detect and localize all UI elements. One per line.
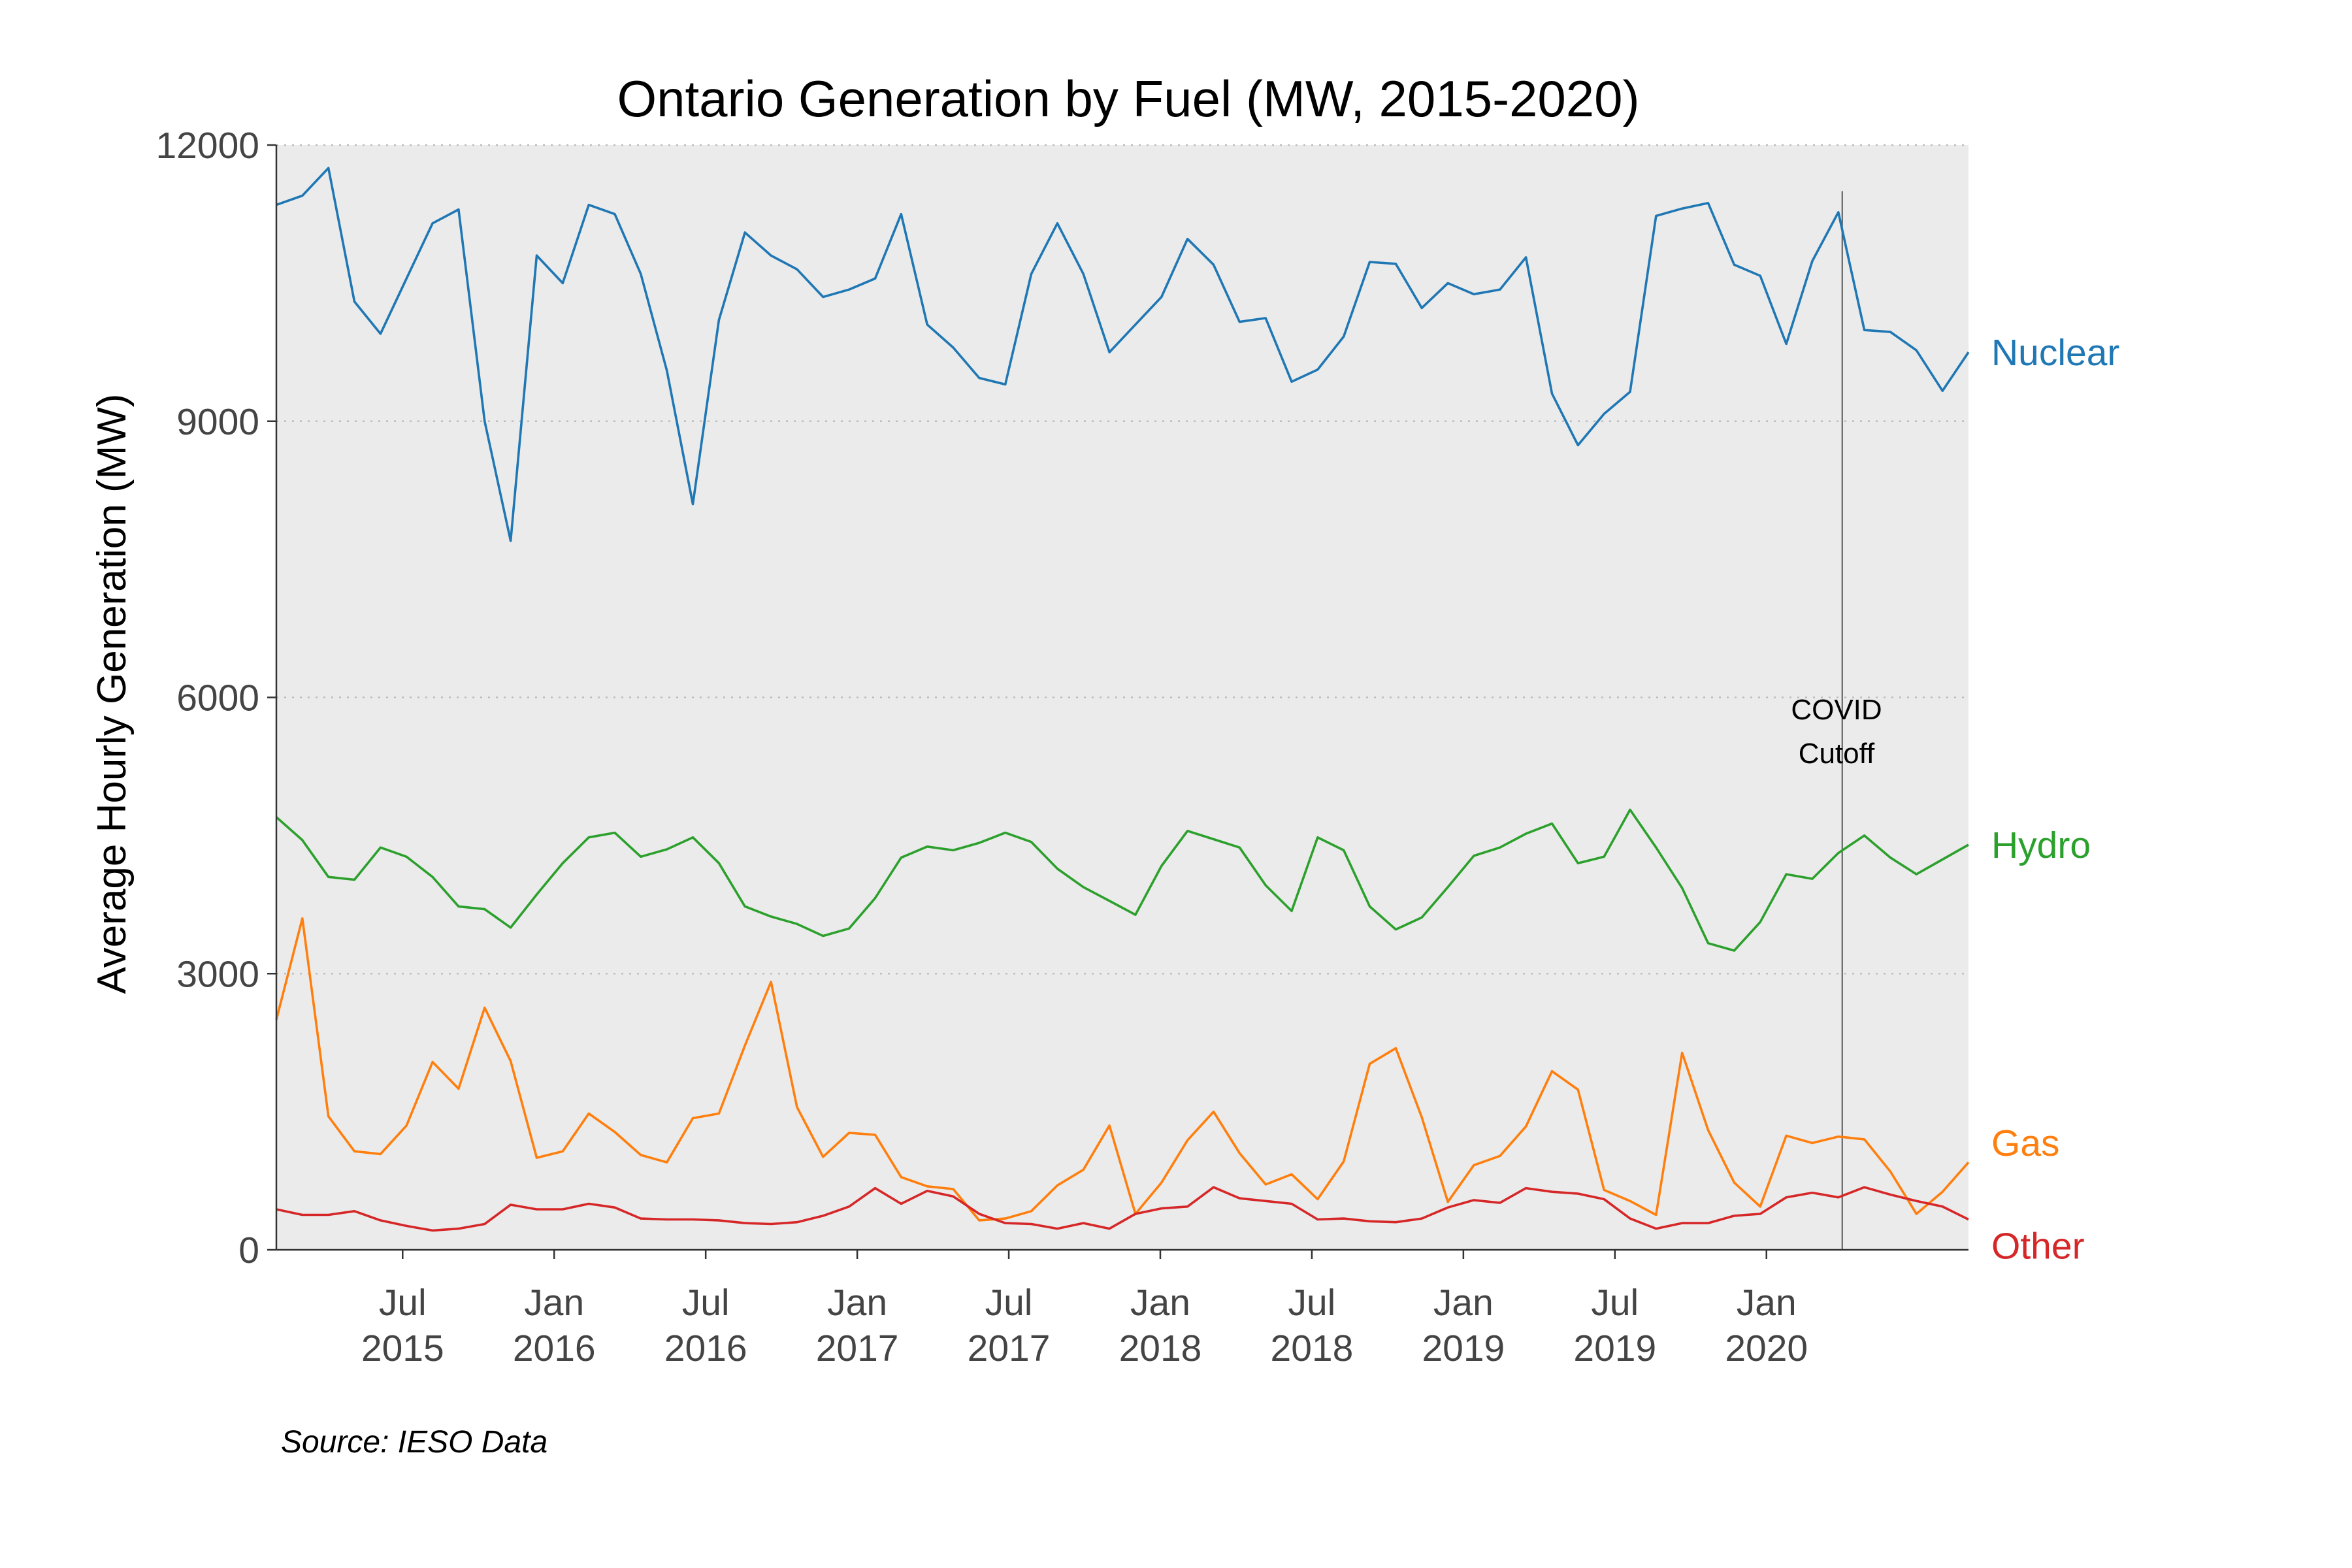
series-label-other: Other — [1991, 1225, 2085, 1267]
x-tick-label-month: Jan — [1737, 1282, 1797, 1324]
x-tick-label-month: Jan — [1433, 1282, 1494, 1324]
x-tick-label-month: Jul — [985, 1282, 1033, 1324]
covid-label-line1: COVID — [1791, 694, 1882, 726]
series-label-gas: Gas — [1991, 1122, 2060, 1164]
series-lines — [275, 167, 1970, 1232]
x-tick-label-month: Jan — [1130, 1282, 1190, 1324]
series-line-other — [276, 1186, 1969, 1232]
plot-panel — [276, 145, 1968, 1250]
x-tick-label-month: Jan — [524, 1282, 584, 1324]
series-label-hydro: Hydro — [1991, 825, 2091, 866]
x-tick-label-year: 2018 — [1119, 1328, 1202, 1369]
x-tick-label-year: 2018 — [1271, 1328, 1354, 1369]
y-tick-label: 3000 — [176, 953, 259, 995]
x-tick-label-year: 2016 — [513, 1328, 596, 1369]
x-tick-label-year: 2017 — [968, 1328, 1051, 1369]
x-tick-label-year: 2020 — [1725, 1328, 1808, 1369]
y-tick-label: 12000 — [155, 125, 259, 167]
x-tick-label-month: Jan — [827, 1282, 887, 1324]
source-caption: Source: IESO Data — [281, 1425, 547, 1460]
x-tick-label-month: Jul — [682, 1282, 730, 1324]
x-tick-label-year: 2017 — [816, 1328, 899, 1369]
chart-title: Ontario Generation by Fuel (MW, 2015-202… — [617, 70, 1639, 127]
series-line-nuclear — [276, 167, 1970, 542]
y-tick-label: 6000 — [176, 678, 259, 719]
series-labels: Nuclear Hydro Gas Other — [1991, 332, 2119, 1267]
series-label-nuclear: Nuclear — [1991, 332, 2119, 374]
x-tick-label-year: 2019 — [1422, 1328, 1505, 1369]
series-line-gas — [275, 917, 1970, 1222]
x-tick-label-year: 2016 — [664, 1328, 747, 1369]
y-tick-label: 0 — [238, 1230, 259, 1271]
x-tick-label-month: Jul — [379, 1282, 427, 1324]
y-tick-label: 9000 — [176, 401, 259, 443]
axes: 030006000900012000Jul2015Jan2016Jul2016J… — [155, 125, 1968, 1369]
covid-label-line2: Cutoff — [1799, 738, 1875, 770]
x-tick-label-month: Jul — [1591, 1282, 1639, 1324]
x-tick-label-year: 2015 — [361, 1328, 444, 1369]
y-axis-title: Average Hourly Generation (MW) — [90, 394, 135, 994]
x-tick-label-month: Jul — [1288, 1282, 1335, 1324]
x-tick-label-year: 2019 — [1573, 1328, 1656, 1369]
series-line-hydro — [275, 808, 1969, 952]
